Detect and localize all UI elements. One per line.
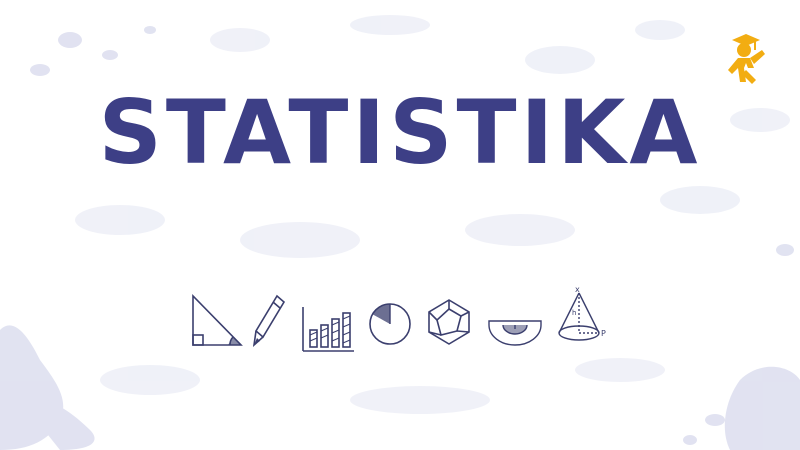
pencil-icon: [253, 294, 286, 347]
pie-chart-icon: [369, 303, 411, 345]
cone-apex-label: x: [575, 285, 580, 294]
graduate-figure-icon: [728, 34, 765, 84]
cone-point-label: P: [601, 329, 606, 338]
page-title: STATISTIKA: [98, 81, 702, 184]
hexagon-cube-icon: [428, 299, 470, 345]
triangle-icon: [192, 294, 243, 346]
protractor-icon: [488, 320, 542, 346]
math-icons-row: x h P: [185, 285, 615, 355]
bar-chart-icon: [302, 307, 354, 352]
cone-icon: x h P: [558, 285, 606, 341]
cone-height-label: h: [572, 309, 576, 317]
